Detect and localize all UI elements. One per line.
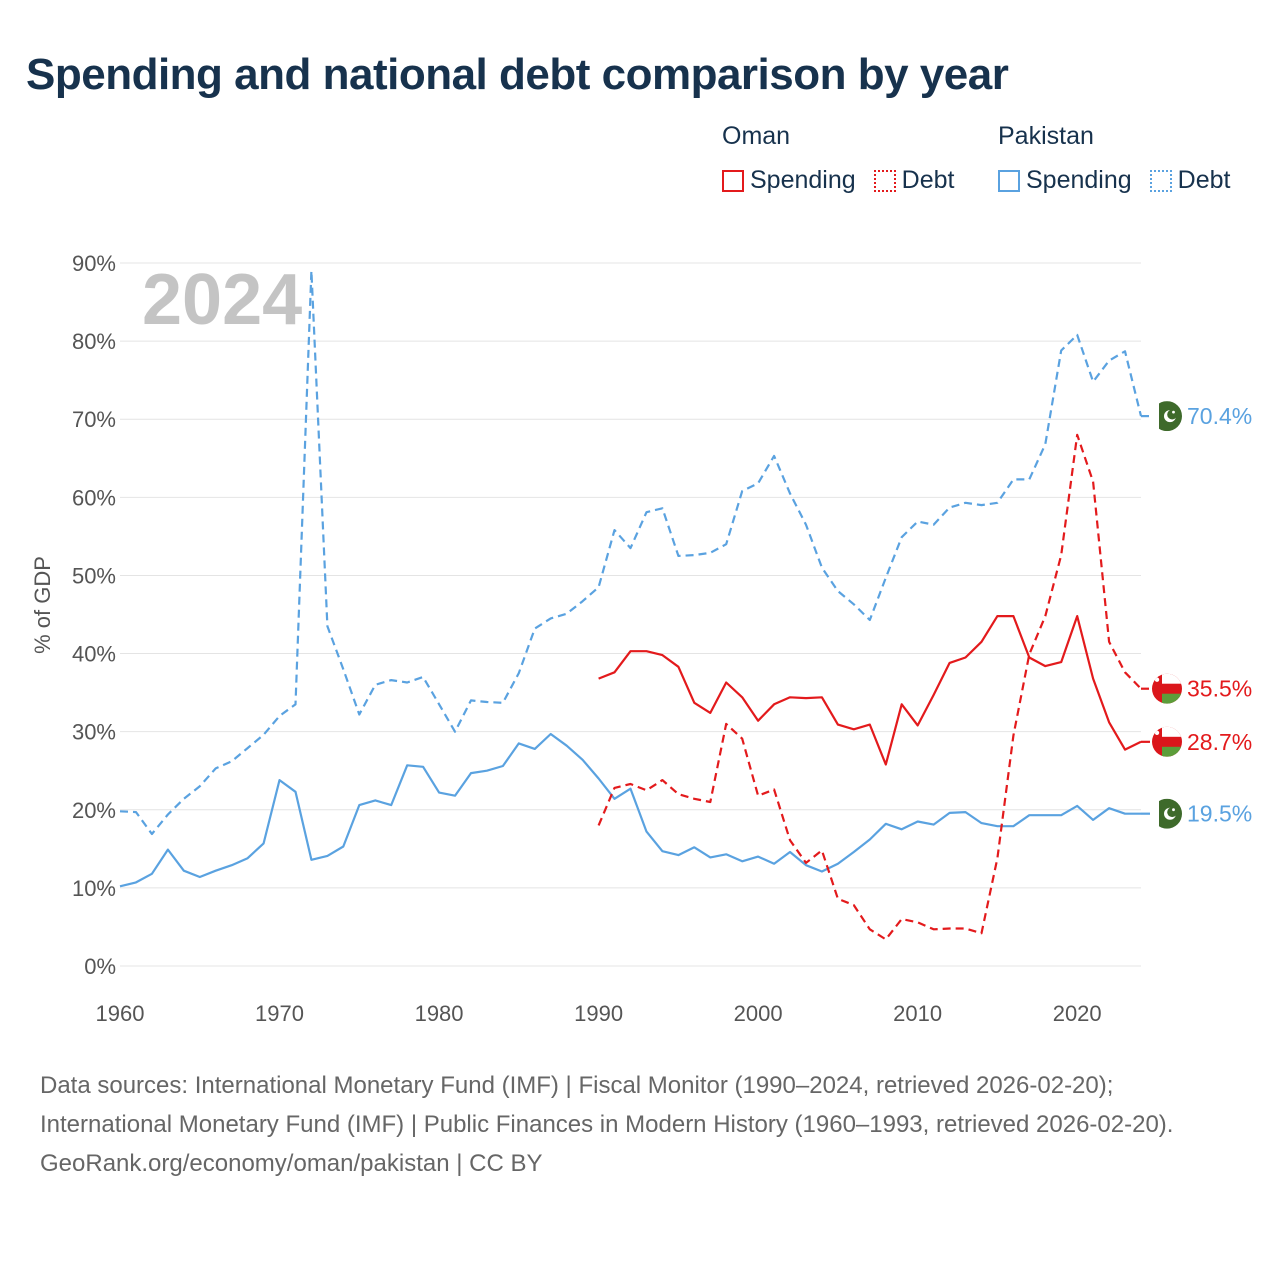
end-labels: 70.4% 19.5% 28.7% 35.5% (1152, 401, 1252, 829)
legend-swatch-dotted-icon (873, 169, 896, 192)
legend-item-pakistan-debt[interactable]: Debt (1149, 166, 1231, 195)
end-label-oman-debt: 35.5% (1187, 676, 1252, 702)
legend-pakistan: Pakistan Spending Debt (998, 122, 1230, 195)
legend-swatch-solid-icon (998, 169, 1020, 192)
credit-link[interactable]: GeoRank.org/economy/oman/pakistan | CC B… (40, 1150, 543, 1177)
series-line-oman-spending[interactable] (598, 615, 1142, 766)
y-tick-label: 30% (72, 720, 116, 745)
x-tick-label: 1960 (96, 1001, 145, 1026)
y-tick-label: 10% (72, 876, 116, 901)
x-tick-label: 1980 (415, 1001, 464, 1026)
y-tick-label: 0% (84, 954, 116, 979)
y-tick-label: 20% (72, 798, 116, 823)
series-line-pakistan-debt[interactable] (119, 269, 1143, 836)
legend-item-oman-spending[interactable]: Spending (722, 166, 856, 195)
end-label-pakistan-spending: 19.5% (1187, 801, 1252, 827)
legend-group-pakistan: Pakistan (998, 122, 1094, 150)
x-tick-label: 2010 (893, 1001, 942, 1026)
line-chart: 0%10%20%30%40%50%60%70%80%90% 1960 1970 19… (30, 251, 1252, 1026)
x-tick-label: 1990 (574, 1001, 623, 1026)
y-tick-label: 70% (72, 407, 116, 432)
x-tick-label: 2000 (734, 1001, 783, 1026)
legend-label-oman-spending: Spending (750, 166, 856, 194)
legend-label-pakistan-debt: Debt (1177, 166, 1231, 194)
x-axis-ticks: 1960 1970 1980 1990 2000 2010 2020 (96, 1001, 1102, 1026)
year-watermark: 2024 (142, 260, 302, 340)
legend-group-oman: Oman (722, 122, 791, 150)
series-lines (119, 269, 1150, 941)
oman-flag-icon (1152, 726, 1182, 757)
end-label-pakistan-debt: 70.4% (1187, 403, 1252, 429)
page-title: Spending and national debt comparison by… (26, 50, 1009, 99)
footer: Data sources: International Monetary Fun… (40, 1066, 1240, 1183)
legend-label-pakistan-spending: Spending (1026, 166, 1132, 194)
y-tick-label: 60% (72, 485, 116, 510)
oman-flag-icon (1152, 673, 1182, 704)
data-sources: Data sources: International Monetary Fun… (40, 1072, 1174, 1138)
legend-label-oman-debt: Debt (901, 166, 955, 194)
y-tick-label: 40% (72, 642, 116, 667)
y-axis-ticks: 0% 10% 20% 30% 40% 50% 60% 70% 80% 90% (72, 251, 116, 979)
y-axis-label: % of GDP (30, 556, 55, 654)
pakistan-flag-icon (1152, 798, 1182, 829)
series-line-pakistan-spending[interactable] (119, 732, 1141, 888)
y-tick-label: 80% (72, 329, 116, 354)
legend-swatch-dotted-icon (1149, 169, 1172, 192)
y-tick-label: 90% (72, 251, 116, 276)
end-label-oman-spending: 28.7% (1187, 729, 1252, 755)
x-tick-label: 2020 (1053, 1001, 1102, 1026)
series-line-oman-debt[interactable] (597, 433, 1142, 941)
legend-oman: Oman Spending Debt (722, 122, 954, 195)
x-tick-label: 1970 (255, 1001, 304, 1026)
gridlines (120, 262, 1141, 967)
legend-item-pakistan-spending[interactable]: Spending (998, 166, 1132, 195)
pakistan-flag-icon (1152, 401, 1182, 432)
y-tick-label: 50% (72, 563, 116, 588)
legend-swatch-solid-icon (722, 169, 744, 192)
legend-item-oman-debt[interactable]: Debt (873, 166, 955, 195)
